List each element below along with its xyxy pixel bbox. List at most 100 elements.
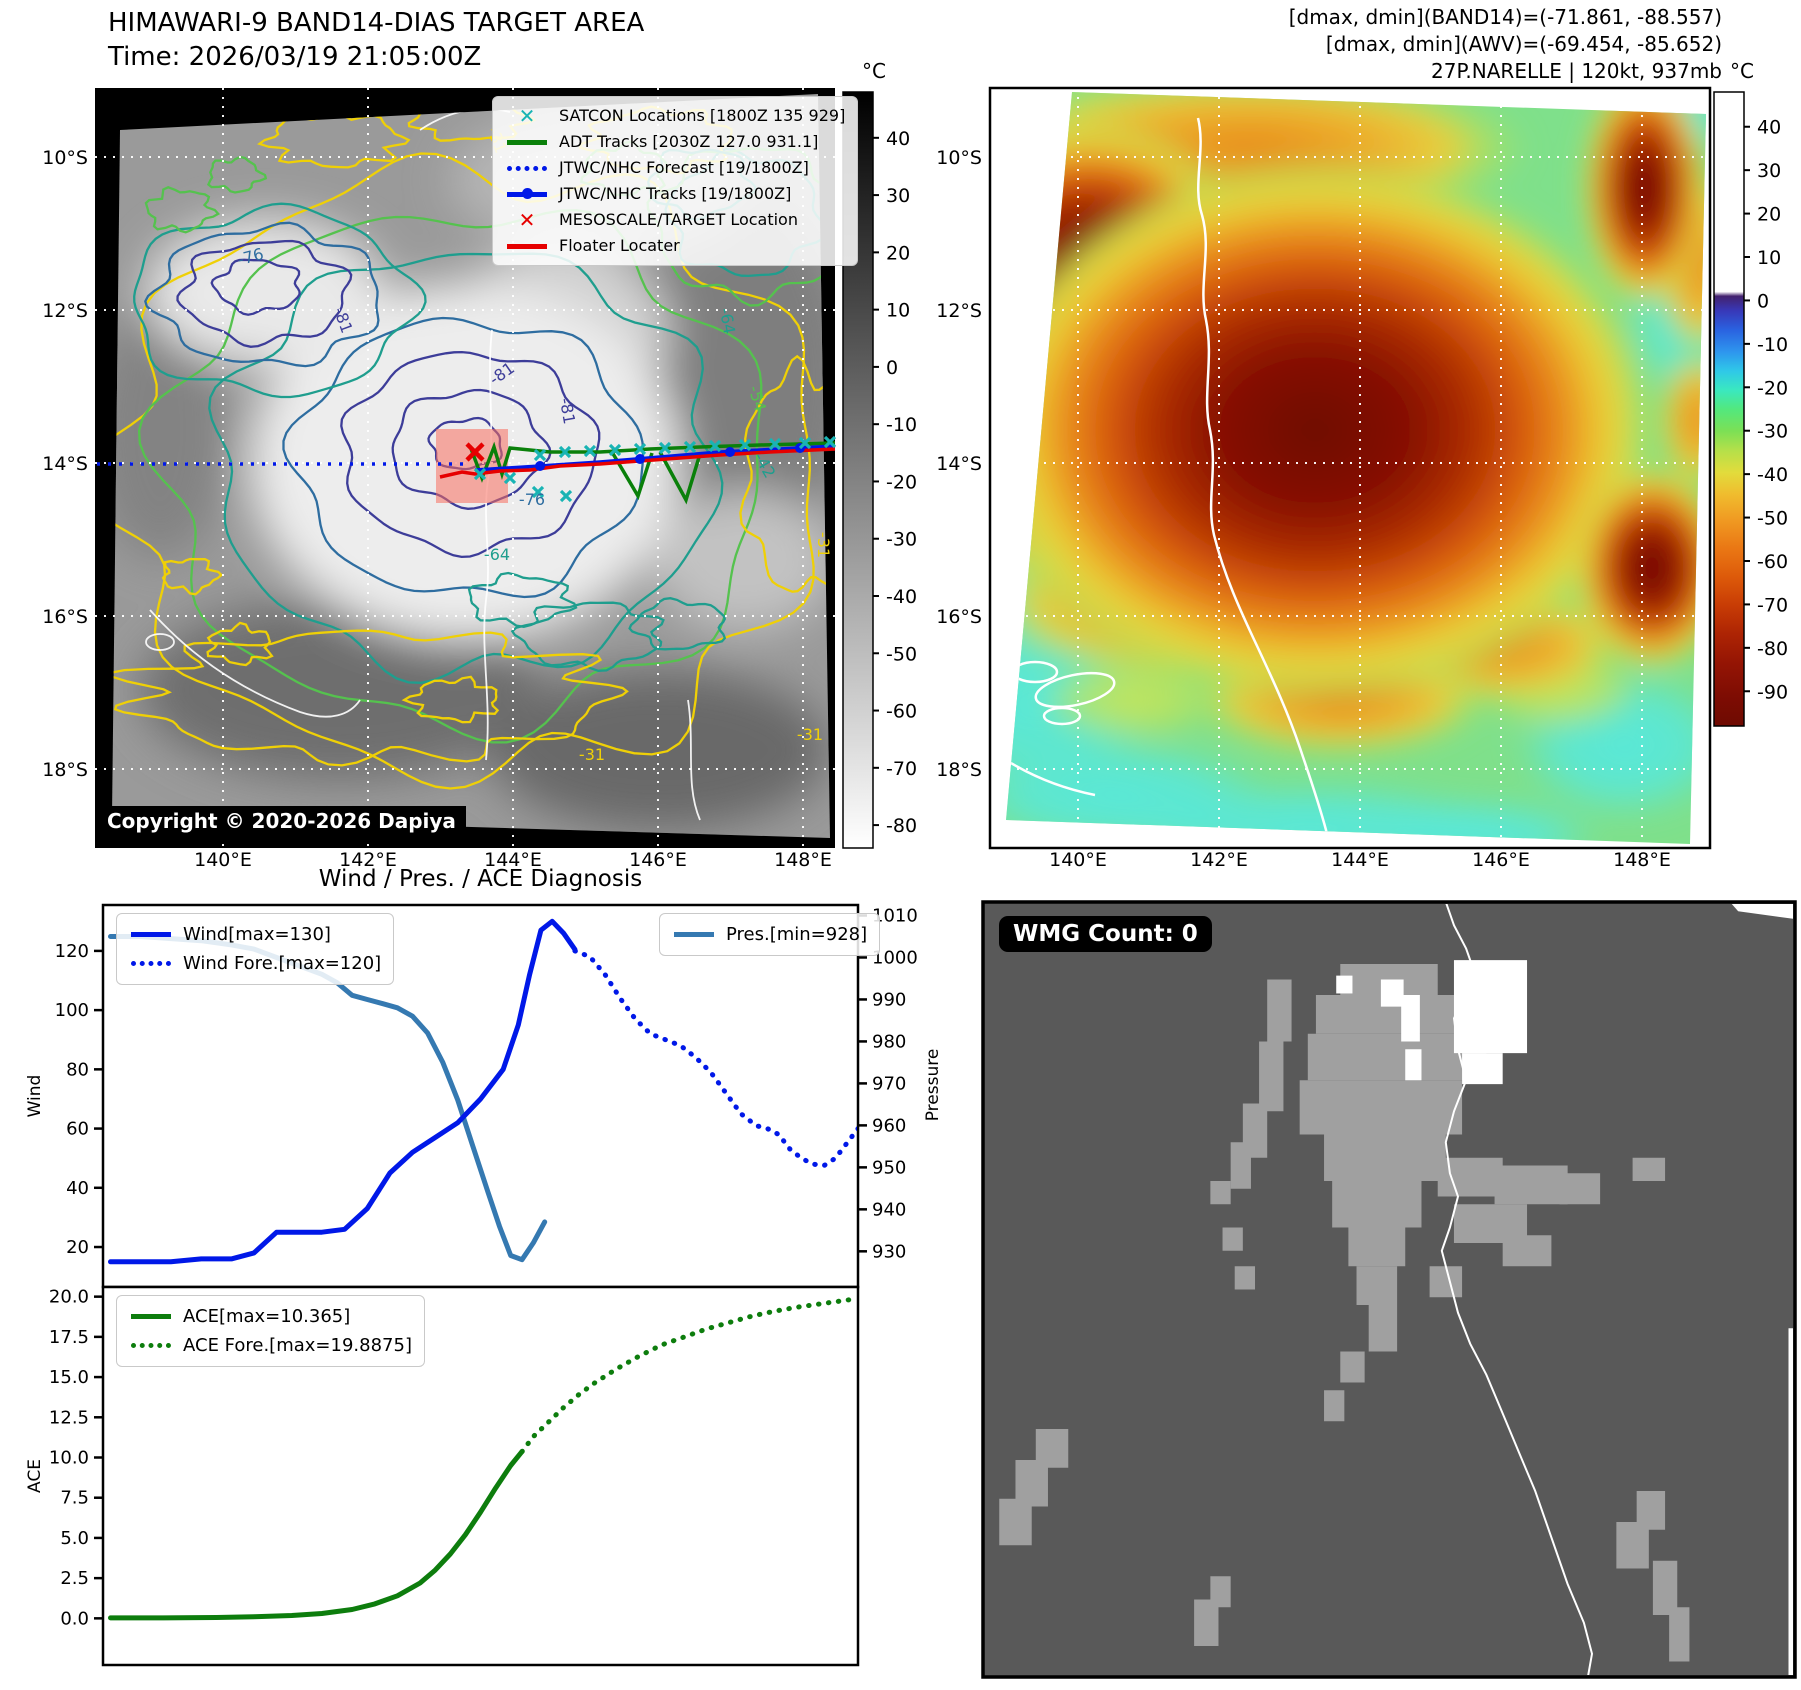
chart-axis-ticks: 120 100 80 60 40 20 1010 1000 990 980 970 960 950 940… [25,905,943,1629]
svg-text:970: 970 [872,1073,906,1094]
svg-text:20.0: 20.0 [49,1287,89,1308]
svg-text:0: 0 [1757,290,1769,312]
awv-header-band14-range: [dmax, dmin](BAND14)=(-71.861, -88.557) [1288,5,1722,29]
svg-text:-60: -60 [1757,551,1788,573]
mesoscale-target-area [436,429,508,503]
svg-text:7.5: 7.5 [60,1488,89,1509]
wmg-count-badge: WMG Count: 0 [999,916,1212,952]
svg-text:20: 20 [1757,204,1781,226]
svg-text:12°S: 12°S [42,300,88,322]
storm-tracks [97,435,837,505]
svg-text:15.0: 15.0 [49,1367,89,1388]
legend-item: ✕ SATCON Locations [1800Z 135 929] [505,103,846,129]
svg-text:1000: 1000 [872,947,918,968]
svg-text:1010: 1010 [872,905,918,926]
svg-text:930: 930 [872,1241,906,1262]
svg-text:5.0: 5.0 [60,1528,89,1549]
svg-text:142°E: 142°E [339,849,397,871]
legend-label: SATCON Locations [1800Z 135 929] [559,106,846,125]
legend-item: Pres.[min=928] [672,920,867,949]
svg-text:18°S: 18°S [936,759,982,781]
line-marker-icon [505,243,549,249]
svg-text:20: 20 [886,242,910,264]
svg-text:30: 30 [1757,160,1781,182]
awv-colorbar-unit: °C [1730,59,1754,83]
wmg-panel [981,900,1797,1679]
svg-text:10: 10 [1757,247,1781,269]
legend-label: Pres.[min=928] [726,924,868,945]
svg-text:-40: -40 [1757,464,1788,486]
svg-text:-70: -70 [886,758,917,780]
band14-colorbar-unit: °C [862,59,886,83]
awv-map-border [988,86,1712,850]
legend-label: JTWC/NHC Tracks [19/1800Z] [559,184,792,203]
svg-text:14°S: 14°S [936,453,982,475]
legend-label: MESOSCALE/TARGET Location [559,210,798,229]
svg-text:16°S: 16°S [936,606,982,628]
legend-label: ACE[max=10.365] [183,1306,351,1327]
target-x-icon [465,442,485,462]
awv-map [988,86,1712,850]
svg-text:-64: -64 [484,545,510,564]
awv-header-awv-range: [dmax, dmin](AWV)=(-69.454, -85.652) [1325,32,1722,56]
svg-text:40: 40 [1757,117,1781,139]
svg-text:ACE: ACE [25,1459,45,1493]
legend-label: Wind Fore.[max=120] [183,953,382,974]
wind-legend: Wind[max=130] Wind Fore.[max=120] [116,913,395,985]
legend-item: JTWC/NHC Tracks [19/1800Z] [505,181,845,207]
dotted-marker-icon [129,1343,173,1348]
awv-header: [dmax, dmin](BAND14)=(-71.861, -88.557) … [1289,4,1722,85]
ace-legend: ACE[max=10.365] ACE Fore.[max=19.8875] [116,1295,425,1367]
legend-item: ADT Tracks [2030Z 127.0 931.1] [505,129,845,155]
svg-text:-20: -20 [886,471,917,493]
svg-text:990: 990 [872,989,906,1010]
svg-text:40: 40 [66,1178,89,1199]
adt-track-branch [610,451,654,501]
svg-text:146°E: 146°E [1472,849,1530,871]
pres-legend: Pres.[min=928] [659,913,881,956]
band14-time: Time: 2026/03/19 21:05:00Z [108,42,482,72]
legend-item: Wind[max=130] [129,920,381,949]
svg-text:144°E: 144°E [1331,849,1389,871]
svg-text:12.5: 12.5 [49,1407,89,1428]
svg-text:-80: -80 [1757,638,1788,660]
legend-label: Floater Locater [559,236,680,255]
svg-text:980: 980 [872,1031,906,1052]
svg-text:950: 950 [872,1157,906,1178]
legend-item: JTWC/NHC Forecast [19/1800Z] [505,155,845,181]
svg-text:-64: -64 [716,307,739,336]
x-marker-icon: ✕ [518,208,536,232]
svg-text:-30: -30 [886,529,917,551]
band14-title: HIMAWARI-9 BAND14-DIAS TARGET AREA [108,8,645,38]
svg-text:14°S: 14°S [42,453,88,475]
svg-text:-80: -80 [886,815,917,837]
svg-text:-76: -76 [519,490,545,509]
svg-text:146°E: 146°E [629,849,687,871]
awv-colorbar: °C 40 30 20 10 0 -10 -20 -30 -40 -50 -60 -70 -80 -90 [1713,59,1788,727]
svg-text:-10: -10 [886,414,917,436]
band14-legend: ✕ SATCON Locations [1800Z 135 929] ADT Tra… [492,96,859,266]
legend-label: ACE Fore.[max=19.8875] [183,1335,412,1356]
svg-text:10.0: 10.0 [49,1448,89,1469]
svg-text:30: 30 [886,185,910,207]
svg-text:12°S: 12°S [936,300,982,322]
adt-track-branch [658,451,702,505]
svg-text:-70: -70 [1757,594,1788,616]
svg-text:Pressure: Pressure [923,1049,943,1122]
svg-text:-31: -31 [797,725,823,744]
line-marker-icon [129,1314,173,1319]
svg-text:Wind: Wind [25,1075,45,1118]
svg-text:-50: -50 [886,643,917,665]
linedot-marker-icon [505,188,549,199]
svg-text:940: 940 [872,1199,906,1220]
svg-text:18°S: 18°S [42,759,88,781]
x-marker-icon: ✕ [518,104,536,128]
legend-item: ACE[max=10.365] [129,1302,412,1331]
line-marker-icon [129,932,173,937]
dotted-marker-icon [505,165,549,171]
svg-text:10: 10 [886,300,910,322]
svg-text:80: 80 [66,1059,89,1080]
svg-text:-90: -90 [1757,681,1788,703]
coastline-right [1006,117,1332,844]
